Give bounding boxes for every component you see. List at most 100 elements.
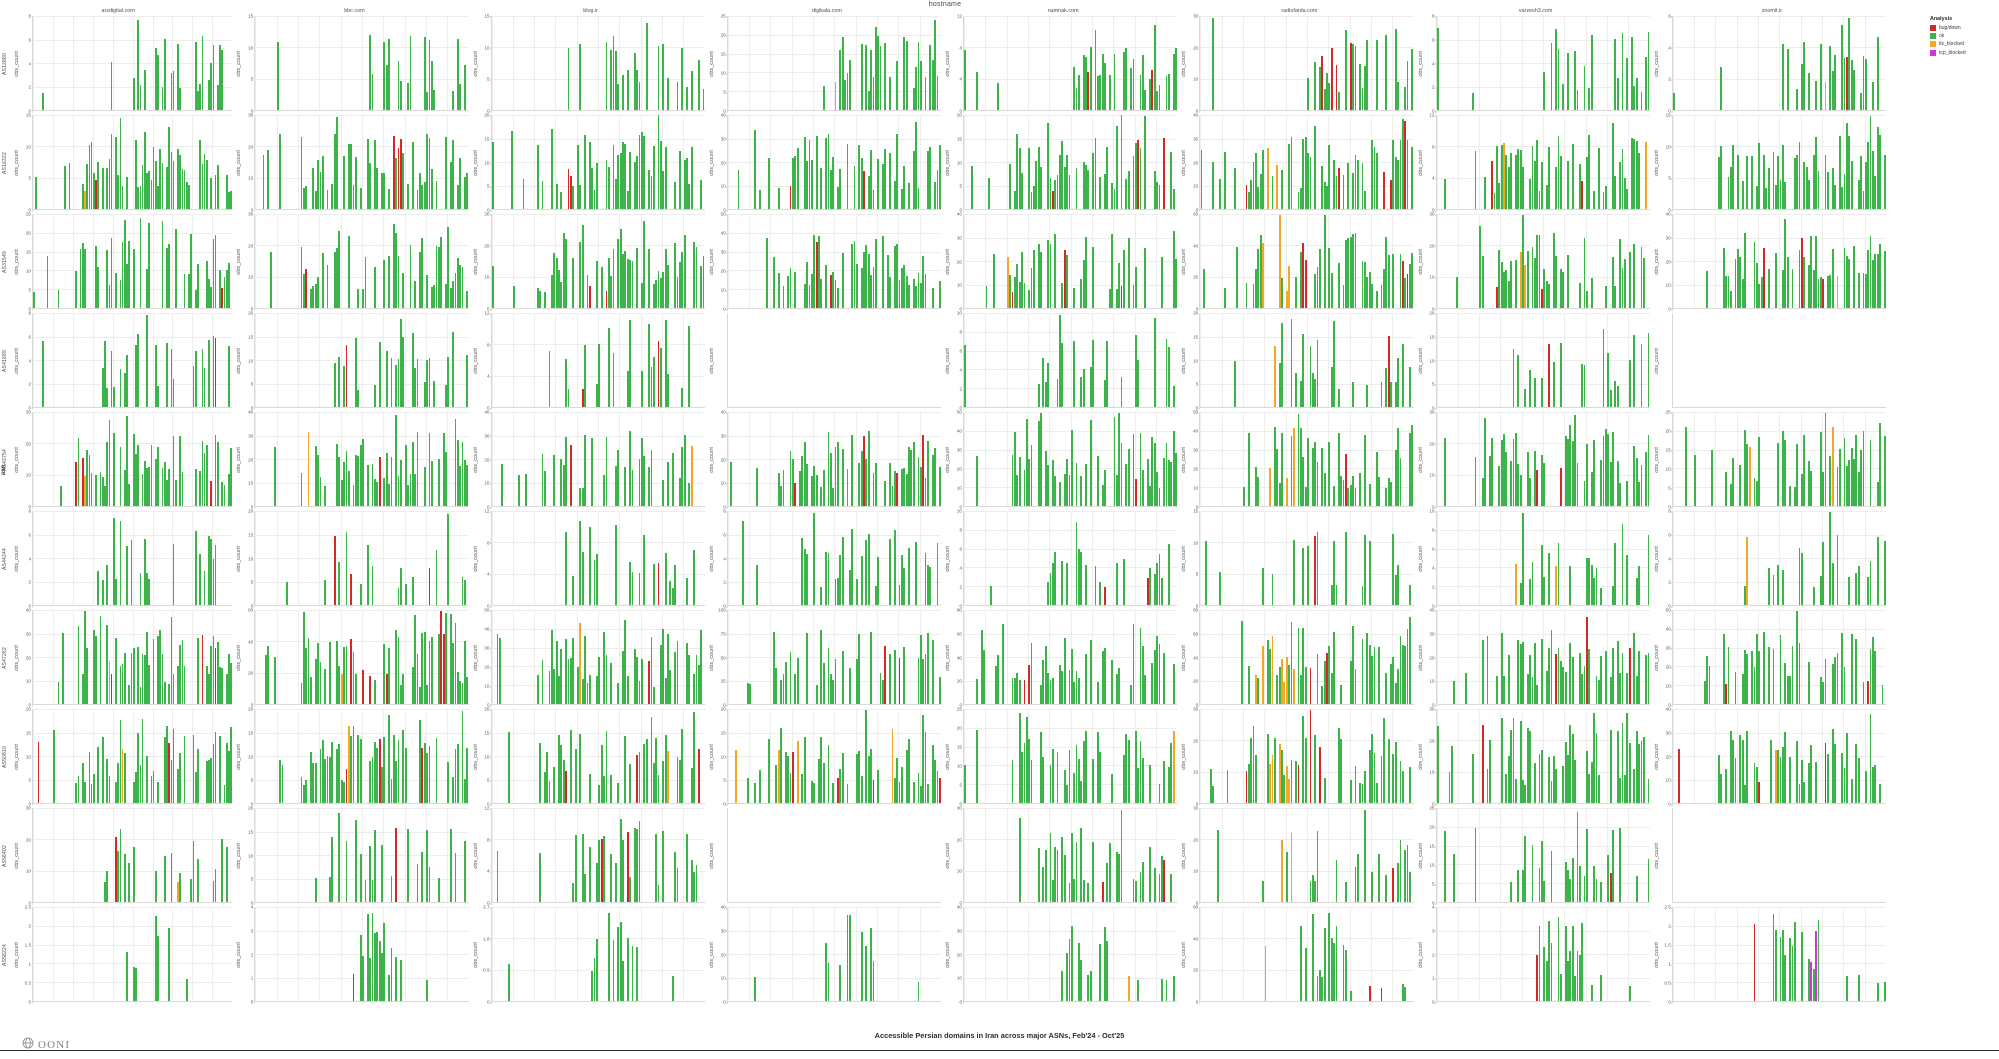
bar bbox=[1758, 651, 1761, 704]
bar bbox=[1364, 534, 1366, 605]
bar bbox=[212, 238, 215, 308]
facet-cell: obs_count 0 10 20 30 bbox=[945, 806, 1181, 906]
bar bbox=[197, 264, 199, 308]
gridline-horizontal bbox=[1673, 704, 1886, 705]
gridline-horizontal bbox=[1200, 902, 1413, 903]
bar bbox=[758, 769, 761, 803]
bar bbox=[655, 737, 658, 803]
bar bbox=[130, 652, 133, 704]
bar bbox=[1526, 674, 1529, 704]
plot-area bbox=[726, 709, 941, 804]
legend-item[interactable]: tls_blocked bbox=[1930, 41, 1996, 48]
bar bbox=[1399, 760, 1402, 803]
y-tick-label: 40 bbox=[720, 904, 728, 910]
bar bbox=[541, 453, 544, 506]
y-tick-label: 0 bbox=[250, 207, 255, 213]
bar bbox=[1127, 237, 1130, 308]
gridline-vertical bbox=[1242, 214, 1244, 308]
bar bbox=[1593, 713, 1595, 803]
bar bbox=[1120, 115, 1123, 209]
bar bbox=[1505, 452, 1508, 506]
bar bbox=[1836, 275, 1839, 308]
bar bbox=[889, 462, 891, 506]
bar bbox=[376, 932, 379, 1001]
bar bbox=[312, 167, 315, 209]
bar bbox=[1552, 756, 1555, 803]
gridline-vertical bbox=[112, 709, 114, 803]
y-tick-label: 40 bbox=[484, 626, 492, 632]
bar bbox=[1767, 647, 1770, 704]
bar bbox=[1311, 875, 1314, 902]
y-tick-label: 10 bbox=[1193, 868, 1201, 874]
bar bbox=[839, 168, 842, 209]
facet-cell: varzesh3.com obs_count 0 2 4 6 8 bbox=[1418, 8, 1654, 114]
bar bbox=[910, 450, 913, 506]
gridline-vertical bbox=[1006, 115, 1008, 209]
y-tick-label: 6 bbox=[28, 37, 33, 43]
bar bbox=[834, 82, 837, 110]
gridline-vertical bbox=[255, 709, 256, 803]
row-header: AS31549 bbox=[2, 250, 8, 273]
y-tick-label: 8 bbox=[959, 527, 964, 533]
y-tick-label: 5 bbox=[1668, 485, 1673, 491]
bar bbox=[1600, 881, 1603, 902]
bar bbox=[1578, 163, 1581, 209]
bar bbox=[539, 852, 541, 902]
gridline-vertical bbox=[425, 610, 427, 704]
bar bbox=[1626, 57, 1629, 110]
y-tick-label: 8 bbox=[959, 45, 964, 51]
bar bbox=[1330, 585, 1333, 605]
bar bbox=[1330, 47, 1333, 110]
bar bbox=[1517, 354, 1520, 407]
legend-item[interactable]: tcp_blocked bbox=[1930, 49, 1996, 56]
y-tick-label: 50 bbox=[1665, 607, 1673, 613]
bar bbox=[1409, 263, 1411, 308]
bar bbox=[1522, 870, 1524, 902]
bar bbox=[1319, 248, 1321, 308]
bar bbox=[223, 277, 226, 308]
bar bbox=[669, 670, 672, 704]
bar bbox=[1094, 565, 1097, 605]
bar bbox=[1533, 161, 1536, 209]
bar bbox=[917, 273, 920, 308]
bar bbox=[629, 877, 631, 902]
bar bbox=[1153, 573, 1156, 605]
bar bbox=[1118, 262, 1121, 308]
bar bbox=[912, 782, 915, 803]
bar bbox=[97, 747, 100, 803]
bar bbox=[1281, 278, 1283, 308]
y-axis-title: obs_count bbox=[708, 644, 715, 671]
bar bbox=[596, 162, 598, 209]
bar bbox=[300, 246, 303, 308]
bar bbox=[593, 189, 596, 209]
bar bbox=[660, 140, 662, 209]
bar bbox=[510, 130, 513, 209]
bar bbox=[77, 776, 80, 803]
bar bbox=[1337, 92, 1340, 110]
legend-item[interactable]: bug/down bbox=[1930, 25, 1996, 31]
bar bbox=[395, 629, 398, 704]
bar bbox=[385, 452, 388, 506]
gridline-vertical bbox=[683, 511, 685, 605]
bar bbox=[1864, 274, 1867, 308]
bar bbox=[1297, 191, 1300, 209]
y-tick-label: 30 bbox=[1193, 136, 1201, 142]
bar bbox=[1319, 67, 1321, 110]
bar bbox=[1633, 335, 1636, 407]
gridline-vertical bbox=[1694, 214, 1695, 308]
legend-item[interactable]: ok bbox=[1930, 33, 1996, 40]
bar bbox=[148, 579, 151, 605]
bar bbox=[452, 140, 454, 209]
row-header: AS44244 bbox=[2, 547, 8, 570]
bar bbox=[1170, 151, 1173, 209]
plot-area bbox=[1671, 808, 1886, 903]
y-tick-label: 20 bbox=[720, 706, 728, 712]
bar bbox=[155, 344, 157, 407]
y-axis-ticks: 0 4 8 12 bbox=[1425, 113, 1437, 213]
bar bbox=[1082, 161, 1085, 209]
bar bbox=[796, 658, 799, 704]
bar bbox=[137, 445, 139, 506]
bar bbox=[1474, 827, 1477, 902]
bar bbox=[97, 161, 100, 209]
bar bbox=[1359, 63, 1362, 110]
